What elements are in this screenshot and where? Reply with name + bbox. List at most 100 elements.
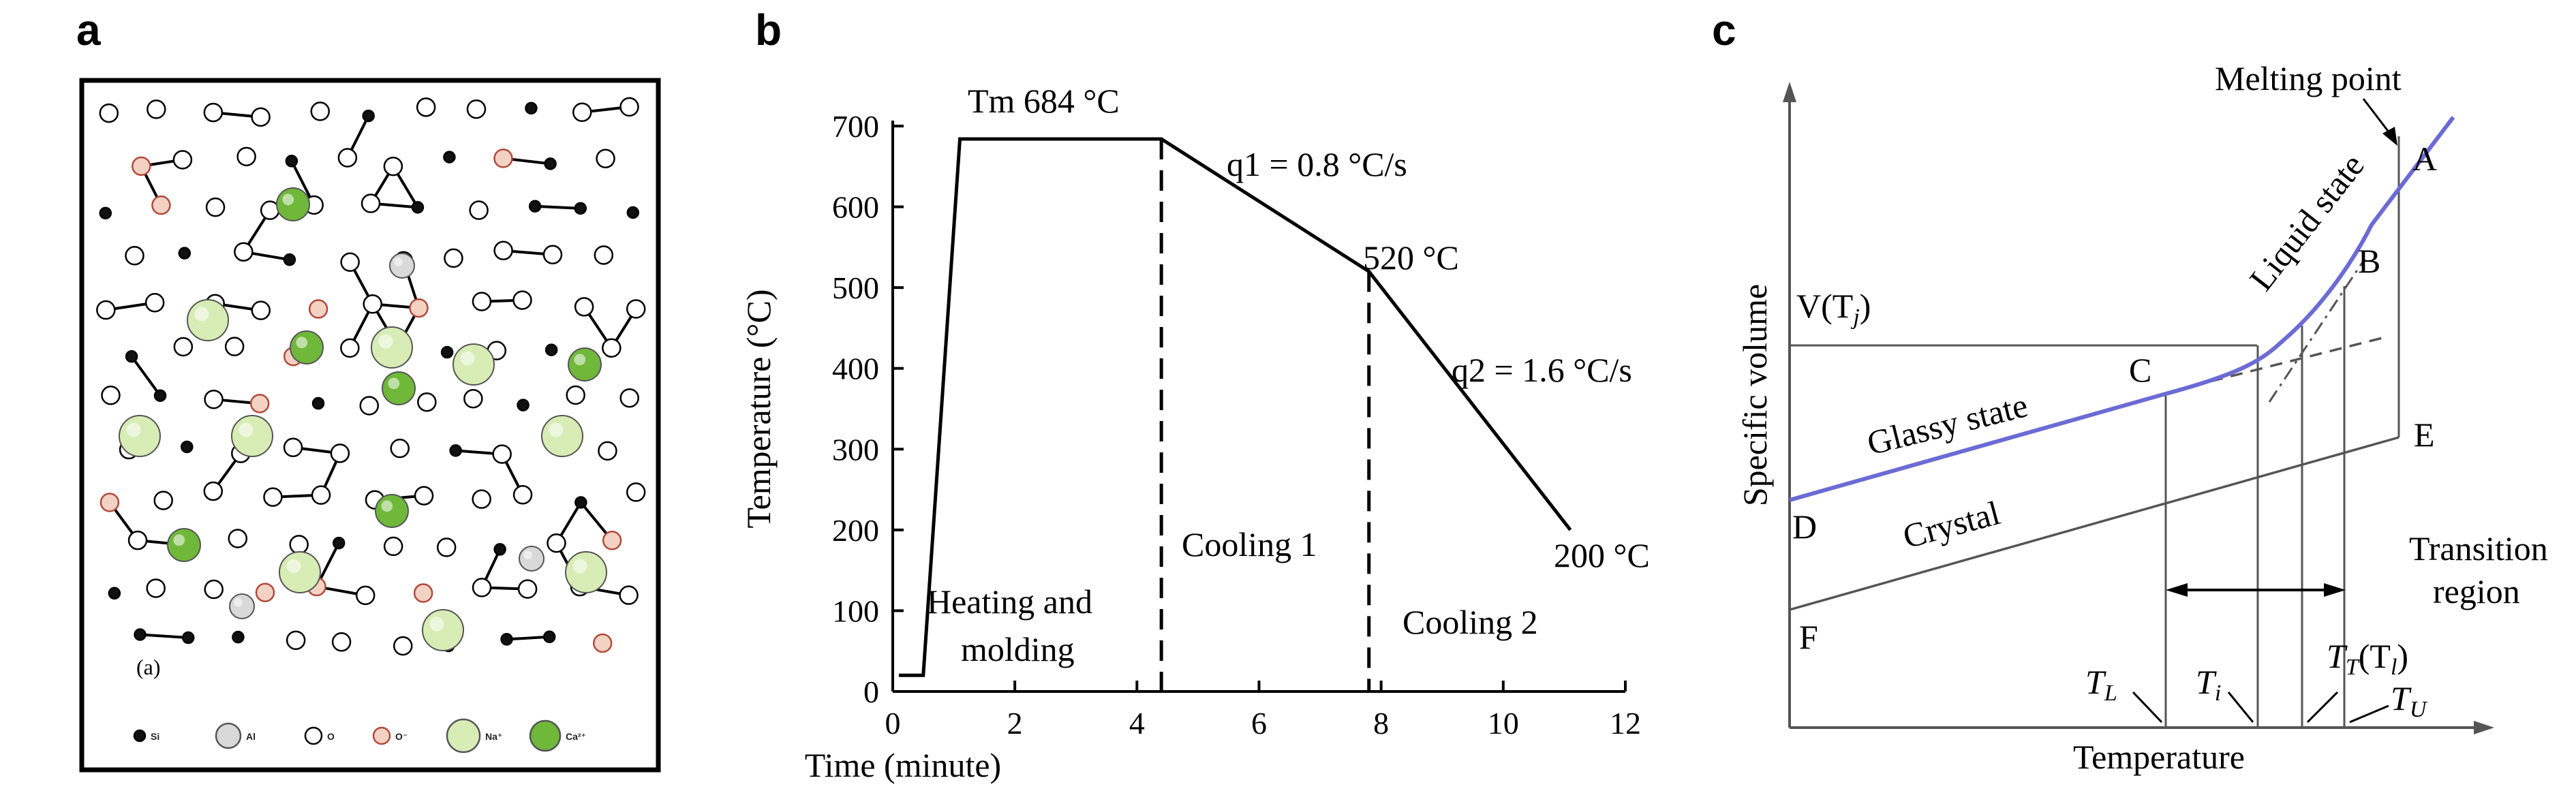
atom (311, 485, 331, 505)
bond (506, 635, 550, 641)
atomic-network (96, 97, 646, 656)
atom (493, 149, 513, 168)
point-c-label: C (2129, 351, 2151, 389)
atom (493, 543, 506, 556)
atom (411, 201, 425, 214)
liquid-state-label: Liquid state (2242, 146, 2372, 298)
atom (416, 97, 436, 117)
crystal-label: Crystal (1899, 493, 2004, 555)
annotation-tm: Tm 684 °C (968, 82, 1120, 120)
na-ion (422, 609, 464, 651)
x-tick-label: 10 (1488, 706, 1519, 741)
atom (101, 386, 121, 405)
glass-tangent-dashed (2190, 336, 2386, 388)
point-b-label: B (2358, 242, 2380, 280)
ion-highlight (572, 559, 587, 574)
atom (172, 150, 193, 170)
atom (517, 579, 538, 599)
atom (228, 529, 248, 548)
temperature-series-line (898, 137, 1572, 677)
atom (572, 102, 592, 123)
atom (359, 396, 380, 416)
ion-highlight (126, 422, 141, 437)
atom (203, 102, 224, 123)
atom (409, 298, 429, 318)
ion-highlight (296, 337, 308, 349)
atom (626, 299, 646, 319)
atom (178, 247, 191, 260)
atom (283, 253, 296, 266)
ca-ion (382, 371, 416, 405)
panel-a-legend: Si Al O O⁻ Na⁺ Ca²⁺ (133, 718, 586, 753)
na-ion (187, 299, 229, 341)
panel-b-letter: b (755, 5, 782, 55)
atom (545, 343, 558, 356)
na-ion (279, 551, 321, 593)
atom (330, 444, 350, 463)
v-tj-label: V(Tj) (1796, 287, 1871, 330)
c-x-axis-label: Temperature (2073, 738, 2245, 776)
legend-label: Si (151, 731, 159, 742)
atom (340, 252, 360, 273)
atom (108, 587, 121, 600)
atom (255, 582, 275, 602)
atom (472, 489, 491, 509)
atom (236, 146, 256, 167)
melting-point-label: Melting point (2215, 59, 2402, 97)
na-ion (453, 343, 495, 386)
ca-ion (375, 494, 409, 528)
tl-arrow (2132, 691, 2163, 724)
atom (619, 388, 639, 408)
atom (626, 482, 646, 502)
atom (383, 156, 403, 176)
ion-highlight (549, 422, 564, 437)
atom (547, 533, 566, 553)
panel-a-molecular-structure: (a) Si Al O O⁻ Na⁺ Ca²⁺ (79, 78, 661, 773)
ion-highlight (286, 559, 301, 574)
annotation-cooling-2: Cooling 2 (1402, 603, 1538, 641)
ion-highlight (378, 334, 393, 349)
atom (99, 493, 120, 512)
atom (444, 248, 463, 268)
na-ion (119, 415, 161, 457)
atom (440, 345, 454, 359)
ti-label: Ti (2196, 663, 2221, 706)
y-tick-label: 200 (832, 513, 879, 548)
legend-label: Na⁺ (485, 731, 502, 742)
ion-highlight (523, 550, 532, 559)
atom (308, 299, 328, 319)
atom (574, 297, 594, 317)
atom (472, 292, 492, 311)
atom (542, 630, 556, 644)
atom (331, 632, 352, 652)
atom (542, 245, 563, 265)
y-tick-label: 400 (832, 352, 879, 386)
point-f-label: F (1799, 618, 1818, 656)
atom (286, 630, 306, 651)
atom (626, 206, 640, 219)
atom (463, 388, 483, 409)
ion-highlight (429, 617, 444, 632)
y-tick-label: 0 (863, 674, 879, 709)
al-ion (519, 546, 545, 572)
atom (361, 193, 381, 213)
atom (263, 487, 283, 507)
crystal-line (1789, 436, 2399, 611)
atom (596, 149, 615, 169)
atom (151, 195, 171, 215)
atom (310, 102, 331, 121)
tu-label: TU (2391, 679, 2428, 722)
atom (332, 536, 346, 550)
atom (153, 491, 173, 510)
specific-volume-diagram: Specific volume Temperature Melting poin… (1736, 59, 2548, 776)
na-ion (565, 551, 607, 593)
transition-arrow-right (2324, 583, 2346, 597)
na-ion (541, 415, 583, 457)
legend-label: Ca²⁺ (566, 731, 586, 742)
atom (96, 300, 116, 320)
atom (232, 630, 245, 644)
y-tick-label: 500 (832, 270, 879, 305)
atom (466, 99, 487, 119)
x-tick-label: 6 (1251, 706, 1267, 741)
bond (535, 204, 581, 210)
